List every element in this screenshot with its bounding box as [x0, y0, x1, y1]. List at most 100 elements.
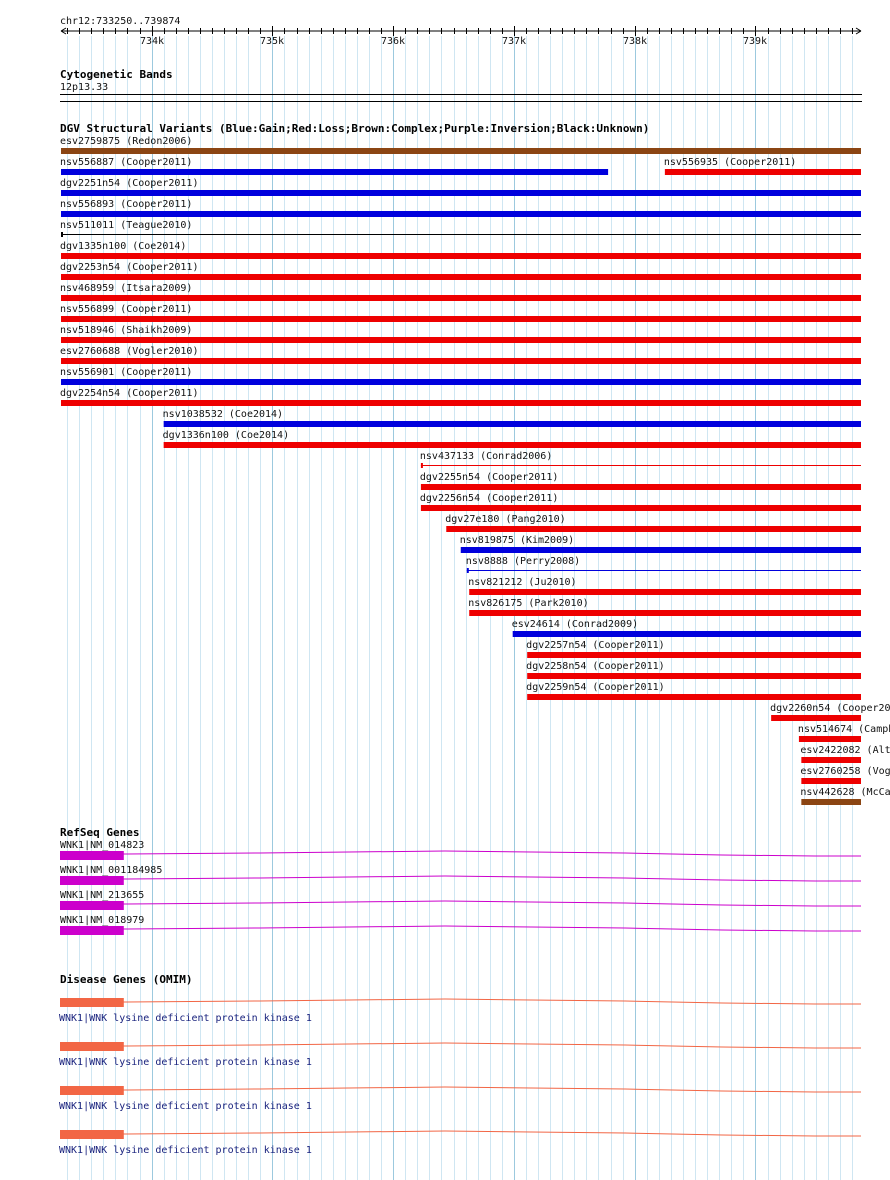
feature-bar[interactable] — [163, 442, 862, 448]
disease-gene-label: WNK1|WNK lysine deficient protein kinase… — [59, 1145, 312, 1156]
feature-bar[interactable] — [527, 694, 861, 700]
omim-gene[interactable]: WNK1|WNK lysine deficient protein kinase… — [59, 998, 861, 1024]
dgv-feature[interactable]: nsv819875 (Kim2009) — [460, 535, 861, 553]
dgv-feature[interactable]: nsv437133 (Conrad2006) — [420, 451, 861, 468]
dgv-feature[interactable]: nsv8888 (Perry2008) — [466, 556, 861, 573]
gene-exon[interactable] — [60, 851, 124, 860]
dgv-feature[interactable]: nsv1038532 (Coe2014) — [163, 409, 862, 427]
gene-exon[interactable] — [60, 1086, 124, 1095]
feature-bar[interactable] — [61, 316, 861, 322]
omim-gene[interactable]: WNK1|WNK lysine deficient protein kinase… — [59, 1042, 861, 1068]
feature-bar[interactable] — [801, 799, 861, 805]
feature-bar[interactable] — [61, 295, 861, 301]
dgv-feature[interactable]: esv2760688 (Vogler2010) — [60, 346, 861, 364]
feature-bar[interactable] — [527, 652, 861, 658]
omim-gene[interactable]: WNK1|WNK lysine deficient protein kinase… — [59, 1130, 861, 1156]
feature-bar[interactable] — [801, 778, 861, 784]
tick-label: 735k — [260, 36, 284, 47]
gene-exon[interactable] — [60, 998, 124, 1007]
feature-bar[interactable] — [61, 274, 861, 280]
dgv-feature[interactable]: nsv556893 (Cooper2011) — [60, 199, 861, 217]
dgv-feature[interactable]: nsv511011 (Teague2010) — [60, 220, 861, 237]
feature-bar[interactable] — [61, 379, 861, 385]
dgv-feature[interactable]: nsv468959 (Itsara2009) — [60, 283, 861, 301]
feature-label: dgv2260n54 (Cooper2011) — [770, 703, 890, 714]
feature-bar[interactable] — [771, 715, 861, 721]
feature-bar[interactable] — [446, 526, 861, 532]
feature-bar[interactable] — [163, 421, 862, 427]
dgv-feature[interactable]: esv2759875 (Redon2006) — [60, 136, 861, 154]
refseq-title[interactable]: RefSeq Genes — [60, 826, 139, 839]
dgv-feature[interactable]: dgv2258n54 (Cooper2011) — [526, 661, 861, 679]
feature-bar[interactable] — [664, 169, 861, 175]
dgv-feature[interactable]: nsv556901 (Cooper2011) — [60, 367, 861, 385]
dgv-feature[interactable]: dgv2255n54 (Cooper2011) — [420, 472, 861, 490]
feature-label: nsv442628 (McCarroll2008) — [800, 787, 890, 798]
dgv-feature[interactable]: dgv1336n100 (Coe2014) — [163, 430, 862, 448]
feature-bar[interactable] — [460, 547, 861, 553]
dgv-feature[interactable]: dgv2257n54 (Cooper2011) — [526, 640, 861, 658]
gene-exon[interactable] — [60, 1042, 124, 1051]
dgv-feature[interactable]: esv2760258 (Vogler2010) — [800, 766, 890, 784]
dgv-feature[interactable]: nsv442628 (McCarroll2008) — [800, 787, 890, 805]
feature-bar[interactable] — [527, 673, 861, 679]
feature-line[interactable] — [466, 570, 861, 571]
feature-line[interactable] — [61, 234, 861, 235]
dgv-features: esv2759875 (Redon2006) nsv556887 (Cooper2… — [60, 136, 890, 805]
tick-label: 737k — [502, 36, 526, 47]
dgv-feature[interactable]: dgv2254n54 (Cooper2011) — [60, 388, 861, 406]
refseq-gene[interactable]: WNK1|NM_014823 — [60, 840, 861, 860]
feature-bar[interactable] — [61, 190, 861, 196]
feature-bar[interactable] — [420, 505, 861, 511]
gene-exon[interactable] — [60, 1130, 124, 1139]
feature-bar[interactable] — [469, 589, 861, 595]
dgv-feature[interactable]: dgv2259n54 (Cooper2011) — [526, 682, 861, 700]
dgv-feature[interactable]: nsv556935 (Cooper2011) — [664, 157, 861, 175]
tick-label: 736k — [381, 36, 405, 47]
gene-exon[interactable] — [60, 926, 124, 935]
dgv-feature[interactable]: nsv518946 (Shaikh2009) — [60, 325, 861, 343]
gene-label: WNK1|NM_014823 — [60, 840, 144, 851]
refseq-gene[interactable]: WNK1|NM_213655 — [60, 890, 861, 910]
feature-label: dgv2253n54 (Cooper2011) — [60, 262, 198, 273]
feature-bar[interactable] — [61, 253, 861, 259]
refseq-gene[interactable]: WNK1|NM_018979 — [60, 915, 861, 935]
gene-exon[interactable] — [60, 876, 124, 885]
feature-bar[interactable] — [61, 148, 861, 154]
feature-bar[interactable] — [61, 337, 861, 343]
dgv-feature[interactable]: nsv826175 (Park2010) — [468, 598, 861, 616]
feature-bar[interactable] — [61, 358, 861, 364]
cytoband-title[interactable]: Cytogenetic Bands — [60, 68, 173, 81]
omim-title[interactable]: Disease Genes (OMIM) — [60, 973, 192, 986]
feature-bar[interactable] — [420, 484, 861, 490]
feature-bar[interactable] — [469, 610, 861, 616]
feature-bar[interactable] — [61, 211, 861, 217]
feature-label: esv2422082 (Altshuler2010) — [800, 745, 890, 756]
refseq-gene[interactable]: WNK1|NM_001184985 — [60, 865, 861, 885]
feature-bar[interactable] — [61, 400, 861, 406]
dgv-feature[interactable]: dgv27e180 (Pang2010) — [445, 514, 861, 532]
dgv-title[interactable]: DGV Structural Variants (Blue:Gain;Red:L… — [60, 122, 649, 135]
dgv-feature[interactable]: dgv2251n54 (Cooper2011) — [60, 178, 861, 196]
dgv-feature[interactable]: nsv556887 (Cooper2011) — [60, 157, 609, 175]
dgv-feature[interactable]: nsv514674 (Campbell2011) — [798, 724, 890, 742]
dgv-feature[interactable]: dgv2253n54 (Cooper2011) — [60, 262, 861, 280]
feature-bar[interactable] — [798, 736, 861, 742]
dgv-feature[interactable]: nsv821212 (Ju2010) — [468, 577, 861, 595]
dgv-feature[interactable]: esv24614 (Conrad2009) — [512, 619, 861, 637]
feature-label: nsv556935 (Cooper2011) — [664, 157, 796, 168]
feature-bar[interactable] — [512, 631, 861, 637]
feature-bar[interactable] — [61, 169, 609, 175]
dgv-feature[interactable]: dgv2256n54 (Cooper2011) — [420, 493, 861, 511]
cytoband-label: 12p13.33 — [60, 82, 108, 93]
dgv-feature[interactable]: dgv2260n54 (Cooper2011) — [770, 703, 890, 721]
feature-line[interactable] — [420, 465, 861, 466]
dgv-feature[interactable]: esv2422082 (Altshuler2010) — [800, 745, 890, 763]
gene-exon[interactable] — [60, 901, 124, 910]
disease-gene-label: WNK1|WNK lysine deficient protein kinase… — [59, 1013, 312, 1024]
feature-bar[interactable] — [801, 757, 861, 763]
dgv-feature[interactable]: nsv556899 (Cooper2011) — [60, 304, 861, 322]
omim-gene[interactable]: WNK1|WNK lysine deficient protein kinase… — [59, 1086, 861, 1112]
feature-label: esv2759875 (Redon2006) — [60, 136, 192, 147]
dgv-feature[interactable]: dgv1335n100 (Coe2014) — [60, 241, 861, 259]
